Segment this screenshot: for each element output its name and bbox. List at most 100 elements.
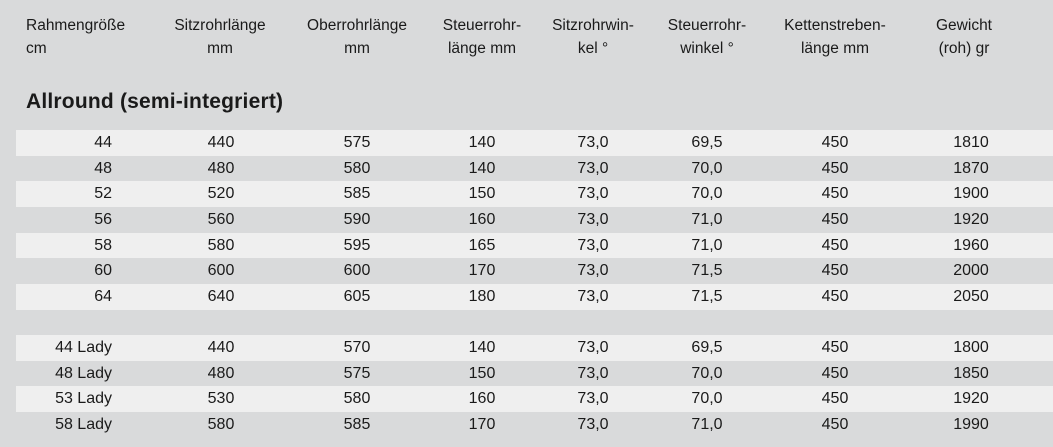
cell-top-tube-length: 585 [343, 416, 371, 434]
cell-frame-size: 64 [94, 288, 112, 306]
table-row: 44 Lady 440 570 140 73,0 69,5 450 1800 [16, 335, 1053, 361]
header-weight: Gewicht (roh) gr [936, 17, 992, 57]
cell-head-tube-length: 180 [468, 288, 496, 306]
cell-seat-tube-angle: 73,0 [577, 364, 609, 382]
cell-top-tube-length: 595 [343, 236, 371, 254]
table-group-allround: 44 440 575 140 73,0 69,5 450 1810 48 480 580 140 73,… [16, 130, 1053, 310]
cell-chainstay-length: 450 [821, 134, 849, 151]
cell-weight: 1800 [953, 339, 989, 356]
cell-head-tube-length: 150 [468, 185, 496, 203]
cell-seat-tube-angle: 73,0 [577, 416, 609, 434]
cell-weight: 2050 [953, 288, 989, 306]
cell-head-tube-length: 140 [468, 339, 496, 356]
cell-frame-size: 48 Lady [55, 364, 112, 382]
cell-weight: 1850 [953, 364, 989, 382]
cell-head-tube-angle: 71,5 [691, 288, 723, 306]
cell-frame-size: 56 [94, 211, 112, 229]
table-row: 58 Lady 580 585 170 73,0 71,0 450 1990 [16, 412, 1053, 438]
cell-head-tube-angle: 70,0 [691, 159, 723, 177]
table-header: Rahmengröße cm Sitzrohrlänge mm Oberrohrlä… [0, 14, 1053, 64]
cell-head-tube-angle: 70,0 [691, 185, 723, 203]
section-title: Allround (semi-integriert) [26, 90, 284, 113]
header-frame-size: Rahmengröße cm [26, 17, 126, 57]
cell-seat-tube-length: 640 [207, 288, 235, 306]
cell-seat-tube-length: 480 [207, 364, 235, 382]
cell-seat-tube-angle: 73,0 [577, 159, 609, 177]
cell-top-tube-length: 600 [343, 262, 371, 280]
table-row: 48 Lady 480 575 150 73,0 70,0 450 1850 [16, 360, 1053, 387]
table-group-lady: 44 Lady 440 570 140 73,0 69,5 450 1800 48 Lady 48… [16, 335, 1053, 438]
cell-top-tube-length: 575 [343, 134, 371, 151]
cell-frame-size: 44 [94, 134, 112, 151]
cell-seat-tube-length: 580 [207, 416, 235, 434]
cell-seat-tube-angle: 73,0 [577, 262, 609, 280]
cell-frame-size: 58 Lady [55, 416, 112, 434]
cell-head-tube-angle: 69,5 [691, 339, 723, 356]
cell-chainstay-length: 450 [821, 364, 849, 382]
cell-head-tube-length: 160 [468, 390, 496, 408]
cell-chainstay-length: 450 [821, 288, 849, 306]
cell-weight: 1900 [953, 185, 989, 203]
cell-top-tube-length: 585 [343, 185, 371, 203]
cell-weight: 1920 [953, 390, 989, 408]
cell-head-tube-angle: 70,0 [691, 364, 723, 382]
cell-head-tube-length: 140 [468, 159, 496, 177]
cell-chainstay-length: 450 [821, 416, 849, 434]
cell-seat-tube-angle: 73,0 [577, 236, 609, 254]
cell-weight: 1870 [953, 159, 989, 177]
cell-chainstay-length: 450 [821, 390, 849, 408]
cell-weight: 2000 [953, 262, 989, 280]
cell-head-tube-angle: 69,5 [691, 134, 723, 151]
cell-seat-tube-length: 480 [207, 159, 235, 177]
cell-head-tube-length: 150 [468, 364, 496, 382]
cell-frame-size: 48 [94, 159, 112, 177]
cell-weight: 1960 [953, 236, 989, 254]
table-row: 53 Lady 530 580 160 73,0 70,0 450 1920 [16, 386, 1053, 413]
cell-chainstay-length: 450 [821, 211, 849, 229]
cell-seat-tube-length: 440 [207, 134, 235, 151]
cell-chainstay-length: 450 [821, 339, 849, 356]
cell-head-tube-length: 165 [468, 236, 496, 254]
cell-top-tube-length: 580 [343, 159, 371, 177]
table-row: 44 440 575 140 73,0 69,5 450 1810 [16, 130, 1053, 156]
table-row: 52 520 585 150 73,0 70,0 450 1900 [16, 181, 1053, 208]
cell-seat-tube-angle: 73,0 [577, 339, 609, 356]
cell-seat-tube-angle: 73,0 [577, 211, 609, 229]
cell-top-tube-length: 570 [343, 339, 371, 356]
header-top-tube-length: Oberrohrlänge mm [307, 17, 407, 57]
cell-head-tube-length: 160 [468, 211, 496, 229]
cell-top-tube-length: 575 [343, 364, 371, 382]
cell-head-tube-angle: 71,0 [691, 416, 723, 434]
cell-top-tube-length: 590 [343, 211, 371, 229]
header-seat-tube-length: Sitzrohrlänge mm [174, 17, 266, 57]
cell-frame-size: 44 Lady [55, 339, 112, 356]
cell-weight: 1810 [953, 134, 989, 151]
cell-seat-tube-length: 580 [207, 236, 235, 254]
table-row: 48 480 580 140 73,0 70,0 450 1870 [16, 155, 1053, 182]
cell-seat-tube-length: 560 [207, 211, 235, 229]
cell-top-tube-length: 605 [343, 288, 371, 306]
cell-seat-tube-length: 600 [207, 262, 235, 280]
cell-head-tube-length: 170 [468, 416, 496, 434]
table-row: 60 600 600 170 73,0 71,5 450 2000 [16, 258, 1053, 285]
cell-frame-size: 60 [94, 262, 112, 280]
cell-weight: 1920 [953, 211, 989, 229]
table-row: 56 560 590 160 73,0 71,0 450 1920 [16, 207, 1053, 233]
cell-chainstay-length: 450 [821, 185, 849, 203]
cell-top-tube-length: 580 [343, 390, 371, 408]
cell-seat-tube-angle: 73,0 [577, 185, 609, 203]
cell-head-tube-length: 170 [468, 262, 496, 280]
cell-head-tube-angle: 71,5 [691, 262, 723, 280]
header-head-tube-length: Steuerrohr- länge mm [442, 17, 522, 57]
cell-frame-size: 52 [94, 185, 112, 203]
cell-seat-tube-angle: 73,0 [577, 288, 609, 306]
table-row: 64 640 605 180 73,0 71,5 450 2050 [16, 284, 1053, 310]
cell-chainstay-length: 450 [821, 262, 849, 280]
cell-frame-size: 53 Lady [55, 390, 112, 408]
cell-chainstay-length: 450 [821, 236, 849, 254]
cell-head-tube-angle: 70,0 [691, 390, 723, 408]
cell-seat-tube-length: 520 [207, 185, 235, 203]
cell-seat-tube-length: 530 [207, 390, 235, 408]
cell-weight: 1990 [953, 416, 989, 434]
cell-seat-tube-angle: 73,0 [577, 390, 609, 408]
